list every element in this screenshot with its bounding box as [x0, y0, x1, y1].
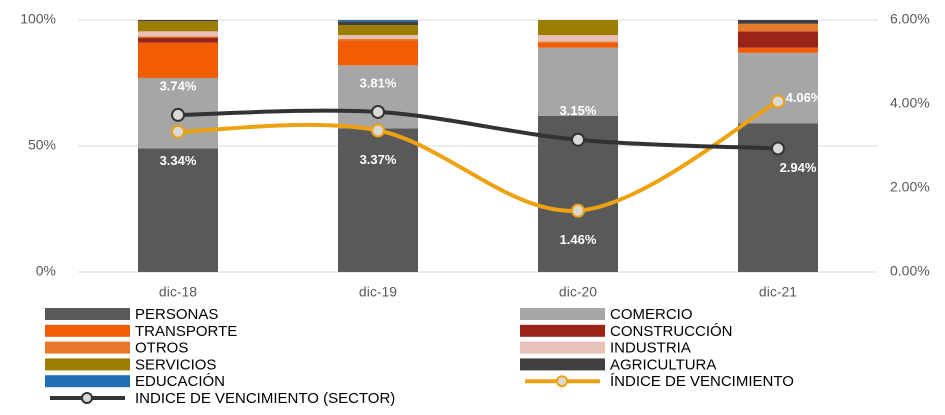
bar-segment [738, 23, 818, 32]
line-point [771, 94, 785, 109]
bar-segment [138, 36, 218, 38]
line-point [371, 123, 385, 138]
legend-swatch [520, 358, 605, 371]
legend-swatch [45, 375, 130, 388]
line-point [571, 132, 585, 147]
legend-label: OTROS [135, 340, 188, 357]
legend-label: AGRICULTURA [610, 356, 716, 373]
legend-marker [81, 392, 93, 404]
line [177, 108, 779, 151]
bar-segment [138, 37, 218, 43]
bar-segment [338, 128, 418, 272]
bar-segment [738, 47, 818, 53]
bar-segment [338, 25, 418, 36]
data-label: 3.74% [160, 78, 197, 93]
bar-segment [138, 148, 218, 272]
legend-swatch [45, 341, 130, 354]
legend-label: PERSONAS [135, 306, 218, 323]
bar-segment [338, 20, 418, 22]
line-point [171, 124, 185, 139]
x-tick-label: dic-19 [359, 284, 397, 300]
x-tick-label: dic-18 [159, 284, 197, 300]
line-point [371, 104, 385, 119]
legend-swatch [45, 308, 130, 320]
legend-label: COMERCIO [610, 306, 693, 323]
legend-swatch [520, 308, 605, 320]
data-label: 3.81% [360, 75, 397, 90]
legend-marker [556, 375, 568, 388]
legend-swatch [520, 341, 605, 354]
y2-tick-label: 0.00% [890, 263, 930, 279]
bar-segment [538, 42, 618, 48]
legend-label: INDICE DE VENCIMIENTO (SECTOR) [135, 390, 395, 407]
y2-tick-label: 6.00% [890, 11, 930, 27]
bar-segment [538, 47, 618, 116]
bar-segment [338, 38, 418, 41]
legend-label: SERVICIOS [135, 356, 216, 373]
legend-label: TRANSPORTE [135, 323, 237, 340]
legend-label: CONSTRUCCIÓN [610, 323, 733, 340]
bar-segment [138, 42, 218, 78]
y2-tick-label: 4.00% [890, 95, 930, 111]
bar-segment [738, 31, 818, 48]
legend-swatch [45, 324, 130, 337]
line [177, 99, 779, 213]
bar-segment [538, 20, 618, 36]
legend-label: ÍNDICE DE VENCIMIENTO [610, 373, 794, 390]
bar-segment [538, 41, 618, 43]
data-label: 2.94% [780, 160, 817, 175]
bar-segment [538, 35, 618, 42]
legend-swatch [520, 324, 605, 337]
data-label: 1.46% [560, 232, 597, 247]
line-point [571, 203, 585, 218]
bar-segment [338, 21, 418, 26]
x-tick-label: dic-20 [559, 284, 597, 300]
bar-segment [138, 20, 218, 22]
line-point [771, 141, 785, 156]
data-label: 3.37% [360, 152, 397, 167]
y-tick-label: 50% [28, 137, 56, 153]
legend-swatch [45, 358, 130, 371]
bar-segment [338, 40, 418, 66]
legend-label: INDUSTRIA [610, 340, 691, 357]
bar-segment [738, 20, 818, 24]
data-label: 3.15% [560, 103, 597, 118]
line-point [171, 107, 185, 122]
bar-segment [138, 31, 218, 37]
data-label: 3.34% [160, 153, 197, 168]
bar-segment [338, 35, 418, 39]
legend-label: EDUCACIÓN [135, 373, 225, 390]
y2-tick-label: 2.00% [890, 179, 930, 195]
bar-segment [138, 21, 218, 32]
bar-segment [738, 52, 818, 124]
y-tick-label: 100% [20, 11, 56, 27]
y-tick-label: 0% [36, 263, 56, 279]
data-label: 4.06% [786, 90, 823, 105]
x-tick-label: dic-21 [759, 284, 797, 300]
